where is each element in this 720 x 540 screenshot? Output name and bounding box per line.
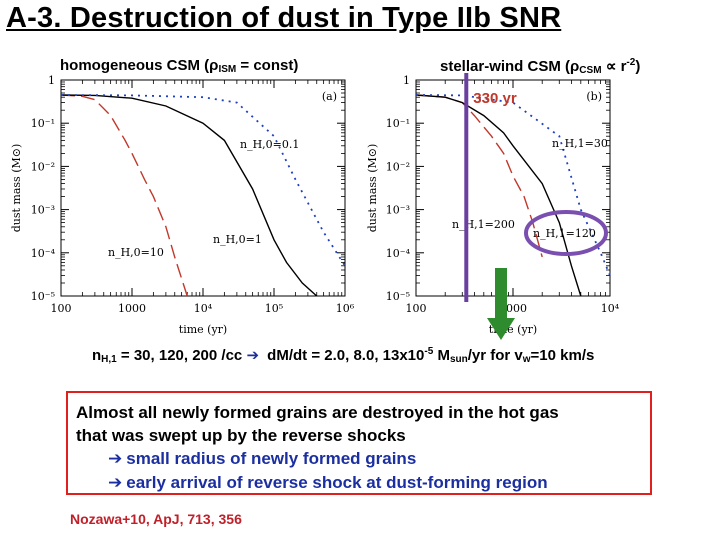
x-tick-label: 100 (51, 302, 72, 315)
curve-annotation: n_H,0=10 (108, 246, 164, 259)
panel-b-heading-mid: ∝ r (601, 58, 627, 75)
reason-1-text: small radius of newly formed grains (126, 449, 417, 468)
series-line-2 (415, 94, 611, 276)
y-tick-label: 1 (403, 74, 410, 87)
slide-title: A-3. Destruction of dust in Type IIb SNR (6, 2, 562, 34)
panel-b-heading-sub: CSM (579, 65, 602, 76)
green-arrow-head (487, 318, 515, 340)
series-line-1 (415, 94, 582, 297)
highlight-circle (524, 210, 608, 256)
y-axis-label: dust mass (M⊙) (10, 144, 23, 233)
reason-2-text: early arrival of reverse shock at dust-f… (126, 473, 548, 492)
y-tick-label: 10⁻⁵ (31, 290, 55, 303)
eq-arrow-icon: ➔ (246, 346, 260, 364)
eq-n-sub: H,1 (101, 354, 117, 365)
x-tick-label: 10⁴ (194, 302, 213, 315)
reason-2: ➔ early arrival of reverse shock at dust-… (76, 471, 642, 495)
y-tick-label: 10⁻⁵ (386, 290, 410, 303)
y-tick-label: 10⁻² (386, 160, 410, 173)
series-line-2 (60, 94, 346, 267)
arrow-icon: ➔ (108, 473, 123, 493)
y-tick-label: 1 (48, 74, 55, 87)
x-tick-label: 10⁵ (265, 302, 283, 315)
eq-n: n (92, 347, 102, 364)
x-axis-label: time (yr) (179, 323, 227, 336)
y-tick-label: 10⁻⁴ (386, 247, 411, 260)
summary-line-2: that was swept up by the reverse shocks (76, 426, 406, 445)
y-tick-label: 10⁻² (31, 160, 55, 173)
eq-wind-speed: =10 km/s (530, 347, 595, 364)
plot-frame (415, 79, 611, 297)
x-tick-label: 1000 (118, 302, 146, 315)
eq-sun-sub: sun (449, 354, 468, 365)
time-marker-label: 330 yr (473, 90, 517, 107)
series-line-1 (60, 94, 318, 297)
green-arrow-shaft (495, 268, 507, 320)
series-line-0 (415, 94, 543, 258)
eq-w-sub: w (522, 354, 531, 365)
curve-annotation: n_H,1=30 (552, 137, 608, 150)
plot-frame (60, 79, 346, 297)
summary-box: Almost all newly formed grains are destr… (66, 391, 652, 495)
eq-for-v: /yr for v (467, 347, 523, 364)
panel-a-heading-text: homogeneous CSM (ρ (60, 57, 219, 74)
reference: Nozawa+10, ApJ, 713, 356 (70, 511, 242, 527)
panel-a-heading-sub: ISM (218, 64, 237, 75)
y-tick-label: 10⁻³ (31, 204, 55, 217)
eq-exponent: -5 (424, 346, 434, 357)
eq-rates: M/dt = 2.0, 8.0, 13x10 (276, 347, 425, 364)
curve-annotation: n_H,1=120 (533, 227, 596, 240)
panel-b-heading: stellar-wind CSM (ρCSM ∝ r-2) (440, 57, 640, 76)
x-tick-label: 100 (406, 302, 427, 315)
summary-line-1: Almost all newly formed grains are destr… (76, 403, 559, 422)
y-tick-label: 10⁻³ (386, 204, 410, 217)
x-tick-label: 10⁶ (336, 302, 355, 315)
eq-m: M (433, 347, 450, 364)
density-mass-loss-line: nH,1 = 30, 120, 200 /cc ➔ dM/dt = 2.0, 8… (92, 346, 594, 365)
panel-label: (a) (322, 90, 337, 103)
panel-a-heading-tail: = const) (236, 57, 299, 74)
panel-b-heading-text: stellar-wind CSM (ρ (440, 58, 580, 75)
curve-annotation: n_H,1=200 (452, 218, 515, 231)
arrow-icon: ➔ (108, 449, 123, 469)
y-axis-label: dust mass (M⊙) (366, 144, 379, 233)
panel-a-plot: 100 1000 10⁴ 10⁵ 10⁶ 1 10⁻¹ 10⁻² 10⁻³ 10⁻⁴ 10⁻⁵ tim… (10, 74, 355, 336)
eq-d: d (263, 347, 277, 364)
overlays: 330 yr (464, 73, 608, 340)
panel-b-heading-sup: -2 (626, 57, 636, 68)
panel-a-heading: homogeneous CSM (ρISM = const) (60, 57, 298, 75)
y-tick-label: 10⁻¹ (31, 117, 55, 130)
y-tick-label: 10⁻⁴ (31, 247, 56, 260)
reason-1: ➔ small radius of newly formed grains (76, 447, 642, 471)
eq-densities: = 30, 120, 200 /cc (116, 347, 247, 364)
series-line-0 (60, 94, 188, 297)
y-tick-label: 10⁻¹ (386, 117, 410, 130)
x-tick-label: 10⁴ (601, 302, 620, 315)
curve-annotation: n_H,0=1 (213, 233, 262, 246)
panel-label: (b) (586, 90, 602, 103)
curve-annotation: n_H,0=0.1 (240, 138, 299, 151)
panel-b-heading-tail: ) (635, 58, 641, 75)
